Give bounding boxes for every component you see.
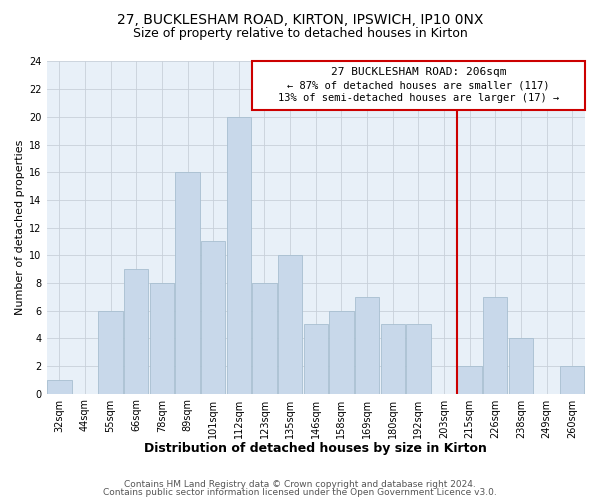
Bar (304, 324, 328, 394)
Bar (227, 117, 251, 394)
Y-axis label: Number of detached properties: Number of detached properties (15, 140, 25, 315)
Bar (124, 269, 148, 394)
Text: 27, BUCKLESHAM ROAD, KIRTON, IPSWICH, IP10 0NX: 27, BUCKLESHAM ROAD, KIRTON, IPSWICH, IP… (117, 12, 483, 26)
Text: Size of property relative to detached houses in Kirton: Size of property relative to detached ho… (133, 28, 467, 40)
Text: 13% of semi-detached houses are larger (17) →: 13% of semi-detached houses are larger (… (278, 94, 559, 104)
Bar (457, 366, 482, 394)
Text: 27 BUCKLESHAM ROAD: 206sqm: 27 BUCKLESHAM ROAD: 206sqm (331, 67, 506, 77)
FancyBboxPatch shape (251, 62, 585, 110)
Bar (201, 242, 226, 394)
Bar (329, 310, 353, 394)
X-axis label: Distribution of detached houses by size in Kirton: Distribution of detached houses by size … (145, 442, 487, 455)
Text: Contains public sector information licensed under the Open Government Licence v3: Contains public sector information licen… (103, 488, 497, 497)
Bar (175, 172, 200, 394)
Bar (47, 380, 71, 394)
Bar (253, 283, 277, 394)
Bar (509, 338, 533, 394)
Bar (98, 310, 123, 394)
Bar (380, 324, 405, 394)
Bar (483, 296, 508, 394)
Bar (278, 255, 302, 394)
Bar (560, 366, 584, 394)
Bar (150, 283, 174, 394)
Bar (406, 324, 431, 394)
Bar (355, 296, 379, 394)
Text: ← 87% of detached houses are smaller (117): ← 87% of detached houses are smaller (11… (287, 80, 550, 90)
Text: Contains HM Land Registry data © Crown copyright and database right 2024.: Contains HM Land Registry data © Crown c… (124, 480, 476, 489)
